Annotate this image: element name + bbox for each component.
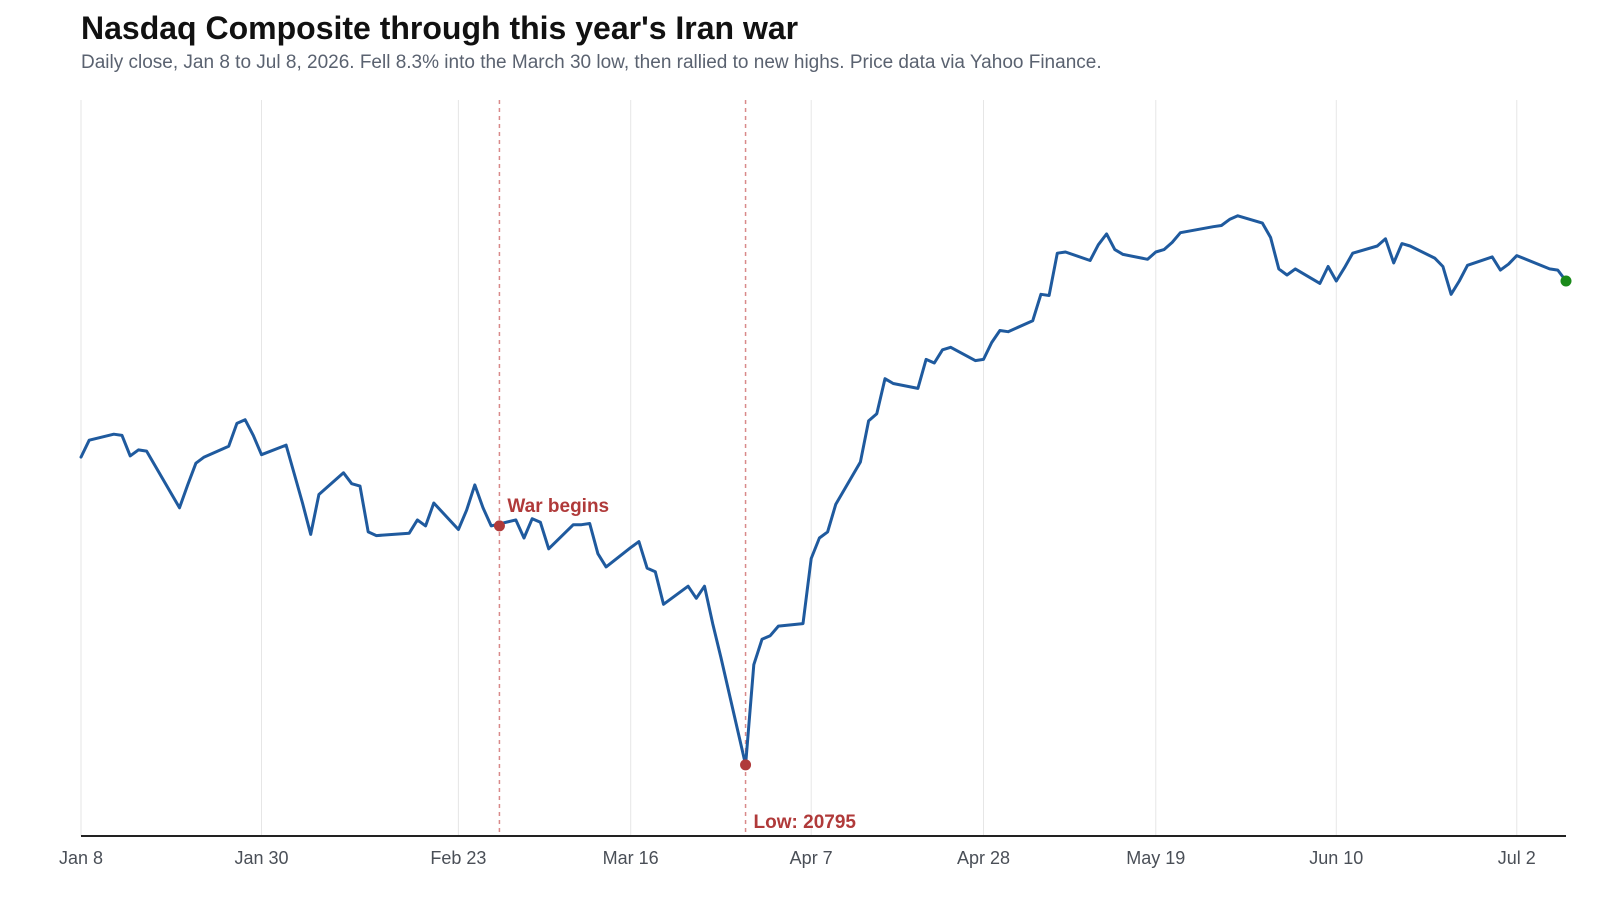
annotation-label: Low: 20795	[754, 812, 857, 833]
end-point-dot	[1560, 275, 1572, 287]
x-tick-label: Apr 28	[957, 848, 1010, 868]
series-line	[79, 214, 1568, 767]
grid-lines	[80, 100, 1518, 836]
x-tick-label: Jan 8	[59, 848, 103, 868]
chart-title: Nasdaq Composite through this year's Ira…	[81, 10, 799, 46]
annotation-markers: War begins Low: 20795	[493, 275, 1572, 833]
x-tick-label: Feb 23	[430, 848, 486, 868]
annotation-dot	[493, 520, 505, 532]
x-tick-label: Mar 16	[603, 848, 659, 868]
x-tick-label: May 19	[1126, 848, 1185, 868]
x-tick-label: Jan 30	[234, 848, 288, 868]
annotation-label: War begins	[507, 496, 609, 517]
x-axis-ticks: Jan 8 Jan 30 Feb 23 Mar 16 Apr 7 Apr 28 May 19…	[59, 848, 1536, 868]
chart-subtitle: Daily close, Jan 8 to Jul 8, 2026. Fell …	[81, 52, 1102, 73]
annotation-lines	[498, 100, 747, 836]
x-tick-label: Jul 2	[1498, 848, 1536, 868]
x-tick-label: Jun 10	[1309, 848, 1363, 868]
annotation-dot	[740, 759, 752, 771]
x-tick-label: Apr 7	[790, 848, 833, 868]
